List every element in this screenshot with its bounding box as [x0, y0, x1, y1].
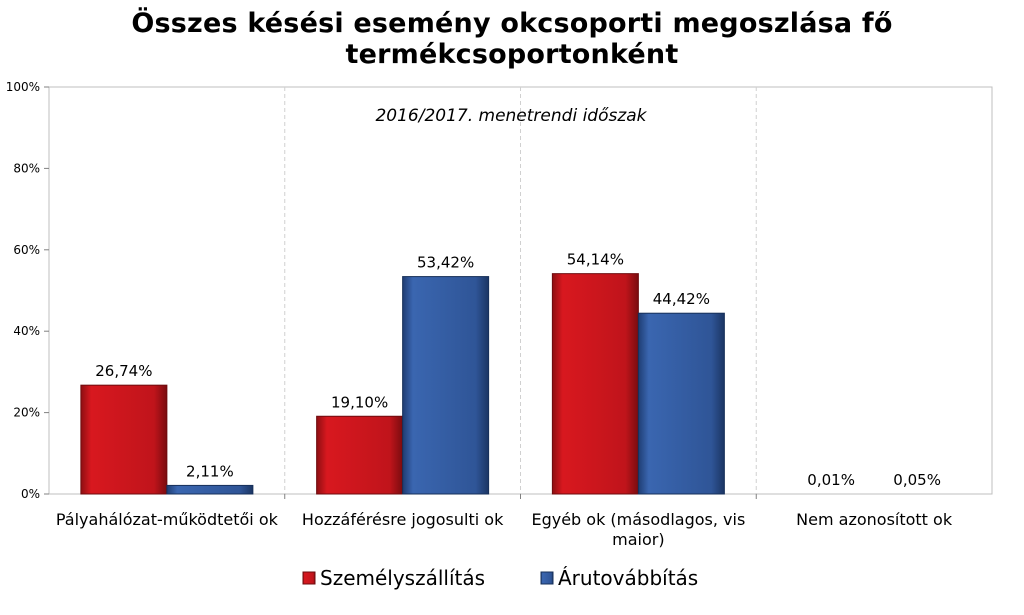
- data-label: 26,74%: [95, 362, 152, 380]
- category-label: Egyéb ok (másodlagos, vis: [531, 510, 745, 529]
- legend-label: Személyszállítás: [320, 566, 485, 590]
- data-label: 2,11%: [186, 462, 234, 480]
- category-label: Nem azonosított ok: [796, 510, 953, 529]
- legend-label: Árutovábbítás: [558, 566, 698, 590]
- y-tick-label: 60%: [13, 243, 40, 257]
- bar-szemelyszallitas: [80, 384, 168, 495]
- y-tick-label: 20%: [13, 406, 40, 420]
- chart-subtitle: 2016/2017. menetrendi időszak: [375, 106, 647, 126]
- data-label: 0,05%: [893, 471, 941, 489]
- y-tick-label: 80%: [13, 161, 40, 175]
- bar-arutovabbitas: [166, 484, 254, 495]
- y-tick-label: 100%: [6, 80, 40, 94]
- bar-szemelyszallitas: [316, 415, 404, 495]
- data-label: 0,01%: [807, 471, 855, 489]
- legend: Személyszállítás Árutovábbítás: [302, 566, 698, 590]
- data-label: 44,42%: [653, 290, 710, 308]
- category-label: maior): [612, 530, 664, 549]
- bar-szemelyszallitas: [551, 273, 639, 495]
- data-label: 53,42%: [417, 254, 474, 272]
- bar-arutovabbitas: [637, 312, 725, 495]
- legend-swatch: [540, 571, 554, 585]
- category-label: Pályahálózat-működtetői ok: [56, 510, 279, 529]
- data-label: 19,10%: [331, 393, 388, 411]
- bar-arutovabbitas: [402, 276, 490, 495]
- category-label: Hozzáférésre jogosulti ok: [302, 510, 504, 529]
- y-tick-label: 40%: [13, 324, 40, 338]
- data-label: 54,14%: [567, 251, 624, 269]
- chart-title: Összes késési esemény okcsoporti megoszl…: [131, 8, 893, 70]
- y-tick-label: 0%: [21, 487, 40, 501]
- legend-swatch: [302, 571, 316, 585]
